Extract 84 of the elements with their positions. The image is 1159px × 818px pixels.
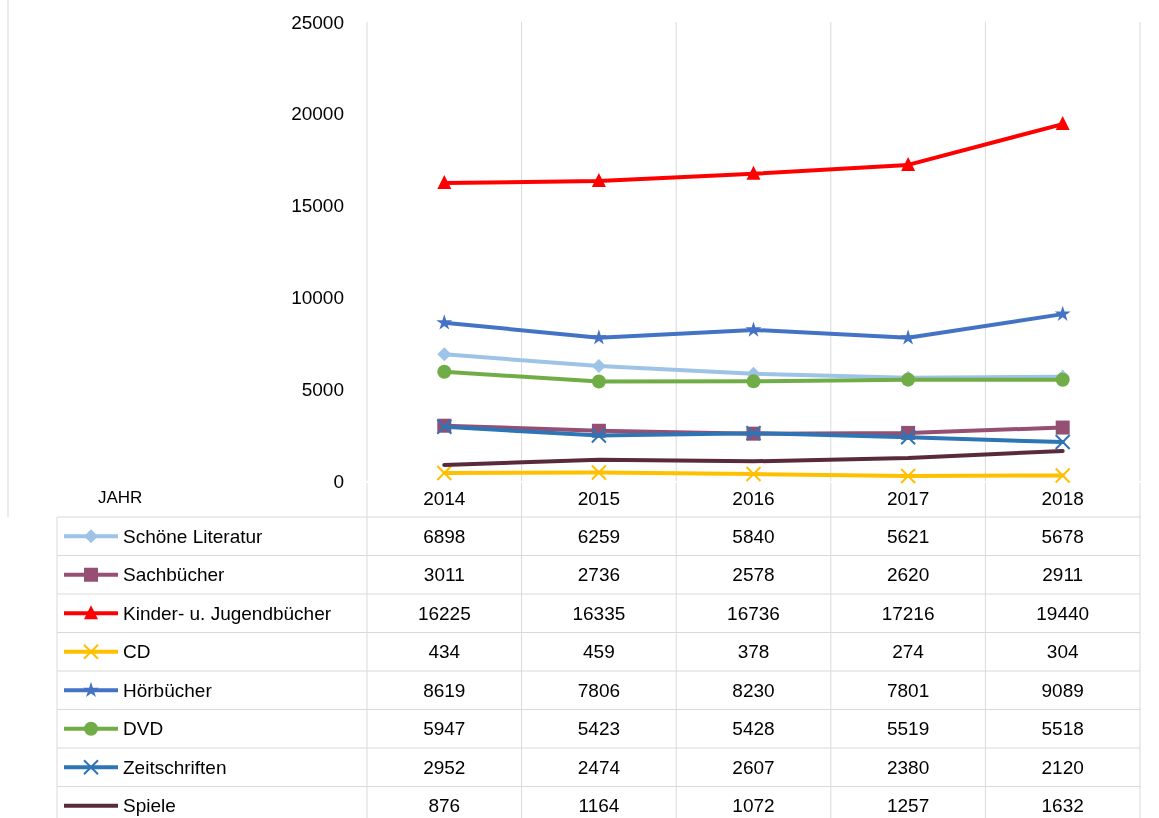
point: [437, 364, 452, 379]
data-label: 9089: [1041, 679, 1084, 701]
data-label: 5519: [886, 718, 930, 740]
point: [590, 427, 607, 444]
legend-label: CD: [123, 641, 151, 663]
legend-label: DVD: [123, 718, 164, 740]
y-tick-label: 15000: [291, 195, 344, 217]
data-label: 1164: [578, 795, 620, 817]
point: [745, 466, 762, 483]
point: [1055, 116, 1070, 131]
data-label: 7806: [577, 679, 621, 701]
point: [436, 465, 453, 482]
line-series: [442, 449, 1065, 467]
legend-label: Sachbücher: [123, 564, 226, 586]
data-label: 16225: [417, 602, 471, 624]
point: [1055, 420, 1070, 435]
data-label: 2474: [577, 756, 621, 778]
x-tick-label: 2014: [423, 488, 466, 509]
x-tick-label: 2015: [577, 488, 621, 509]
y-tick-label: 20000: [291, 103, 344, 125]
point: [745, 321, 762, 337]
data-label: 2736: [577, 564, 621, 586]
data-label: 19440: [1036, 602, 1090, 624]
point: [437, 175, 452, 190]
data-label: 378: [737, 641, 770, 663]
point: [591, 359, 606, 374]
point: [746, 374, 761, 389]
data-label: 6898: [423, 525, 466, 547]
point: [436, 314, 453, 330]
data-label: 434: [428, 641, 461, 663]
y-tick-label: 25000: [291, 11, 344, 33]
x-tick-label: 2016: [732, 488, 775, 509]
x-tick-label: 2018: [1041, 488, 1084, 509]
x-tick-label: 2017: [886, 488, 930, 509]
legend-label: Kinder- u. Jugendbücher: [123, 602, 332, 624]
data-label: 5423: [577, 718, 621, 740]
data-label: 2380: [886, 756, 930, 778]
data-label: 5428: [732, 718, 775, 740]
legend-label: Schöne Literatur: [123, 525, 264, 547]
point: [590, 464, 607, 481]
data-label: 8619: [423, 679, 466, 701]
point: [1054, 434, 1071, 451]
data-label: 3011: [423, 564, 465, 586]
data-label: 304: [1046, 641, 1079, 663]
data-label: 8230: [732, 679, 775, 701]
point: [901, 156, 916, 171]
point: [437, 347, 452, 362]
y-tick-label: 10000: [291, 287, 344, 309]
data-label: 2578: [732, 564, 775, 586]
data-label: 5621: [886, 525, 930, 547]
data-label: 5678: [1041, 525, 1084, 547]
legend-label: Spiele: [123, 795, 176, 817]
data-label: 1072: [732, 795, 775, 817]
data-label: 17216: [881, 602, 935, 624]
point: [746, 165, 761, 180]
data-label: 2607: [732, 756, 775, 778]
point: [590, 329, 607, 345]
data-label: 2911: [1042, 564, 1084, 586]
data-label: 274: [892, 641, 925, 663]
data-label: 2120: [1041, 756, 1084, 778]
point: [1054, 305, 1071, 321]
y-tick-label: 0: [333, 470, 344, 492]
data-label: 876: [428, 795, 461, 817]
point: [900, 429, 917, 446]
point: [591, 374, 606, 389]
data-label: 16736: [727, 602, 780, 624]
data-label: 16335: [572, 602, 626, 624]
data-label: 1257: [886, 795, 930, 817]
point: [591, 173, 606, 188]
text: JAHR: [98, 488, 143, 507]
legend-label: Hörbücher: [123, 679, 213, 701]
data-label: 2620: [886, 564, 930, 586]
data-label: 5840: [732, 525, 775, 547]
data-label: 1632: [1041, 795, 1084, 817]
point: [1054, 467, 1071, 484]
data-label: 2952: [423, 756, 466, 778]
y-tick-label: 5000: [301, 378, 344, 400]
data-label: 5947: [423, 718, 466, 740]
point: [900, 467, 917, 484]
data-label: 5518: [1041, 718, 1084, 740]
legend-label: Zeitschriften: [123, 756, 227, 778]
data-label: 7801: [886, 679, 930, 701]
data-label: 459: [583, 641, 615, 663]
data-label: 6259: [577, 525, 621, 547]
